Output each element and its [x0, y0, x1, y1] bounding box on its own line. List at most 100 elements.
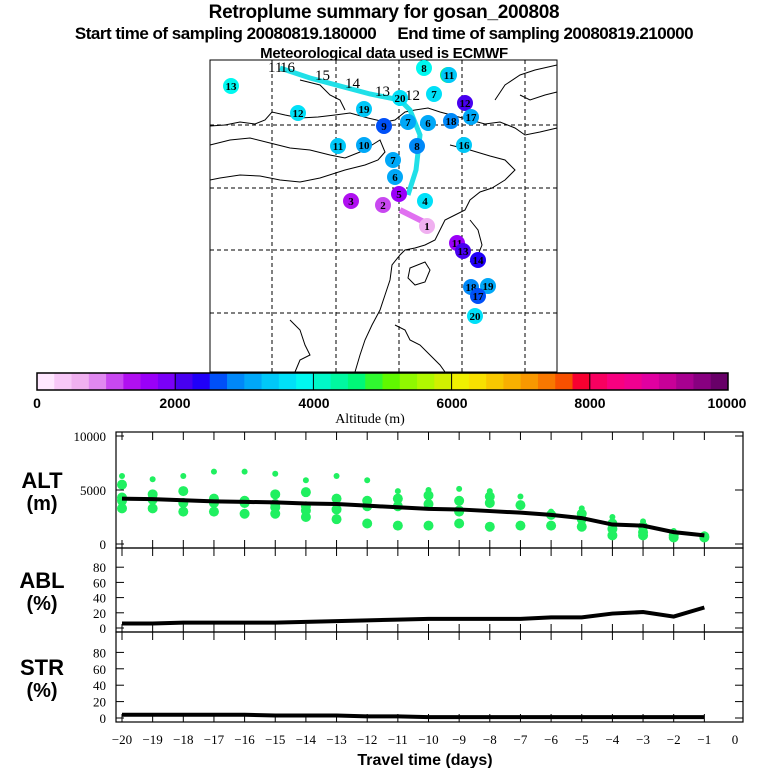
trajectory-point: 9 [376, 118, 392, 134]
altitude-point [576, 521, 587, 532]
y-axis-unit: (m) [26, 493, 57, 515]
colorbar-swatch [434, 373, 453, 390]
trajectory-point: 8 [409, 138, 425, 154]
altitude-point [454, 518, 465, 529]
point-label: 8 [414, 141, 420, 153]
point-label: 18 [446, 116, 458, 128]
trajectory-point: 16 [456, 137, 472, 153]
point-label: 11 [333, 141, 343, 153]
altitude-colorbar [36, 372, 729, 391]
point-label: 3 [348, 196, 354, 208]
panel-frame [115, 631, 744, 723]
chart-title: Retroplume summary for gosan_200808 [208, 2, 560, 23]
trajectory-point: 2 [375, 197, 391, 213]
trajectory-point: 11 [441, 67, 457, 83]
point-label: 19 [359, 104, 371, 116]
trajectory-point: 20 [392, 90, 408, 106]
centroid-day-label: 11 [268, 60, 282, 76]
point-label: 17 [473, 291, 485, 303]
y-tick-label: 0 [100, 537, 107, 552]
x-axis-label: Travel time (days) [357, 752, 492, 768]
colorbar-swatch [106, 373, 124, 390]
x-tick-label: −3 [636, 732, 650, 747]
y-tick-label: 20 [93, 695, 106, 710]
point-label: 5 [396, 189, 402, 201]
coastline [394, 324, 446, 373]
y-tick-label: 20 [93, 606, 106, 621]
x-tick-label: −10 [418, 732, 438, 747]
x-tick-label: −9 [452, 732, 466, 747]
altitude-point [147, 503, 158, 514]
trajectory-point: 3 [343, 193, 359, 209]
altitude-point [484, 497, 495, 508]
altitude-point [423, 490, 434, 501]
x-tick-label: −18 [173, 732, 193, 747]
border-line [209, 137, 386, 183]
point-label: 9 [381, 121, 387, 133]
colorbar-swatch [88, 373, 107, 390]
altitude-point [609, 514, 616, 520]
colorbar-swatch [192, 373, 211, 390]
colorbar-tick: 4000 [298, 395, 329, 411]
altitude-point [392, 493, 403, 504]
centroid-day-label: 15 [315, 68, 330, 84]
colorbar-swatch [399, 373, 418, 390]
altitude-point [392, 520, 403, 531]
trajectory-point: 13 [223, 78, 239, 94]
trajectory-point: 19 [356, 101, 372, 117]
trajectory-point: 7 [400, 114, 416, 130]
colorbar-swatch [486, 373, 504, 390]
island-outline [407, 261, 431, 286]
x-tick-label: −12 [357, 732, 377, 747]
altitude-point [333, 472, 340, 479]
colorbar-swatch [607, 373, 625, 390]
altitude-point [394, 488, 401, 495]
trajectory-point: 17 [470, 288, 486, 304]
colorbar-swatch [468, 373, 487, 390]
y-axis-unit: (%) [26, 593, 57, 615]
coastline [289, 319, 311, 373]
centroid-day-label: 13 [375, 84, 390, 100]
point-label: 13 [226, 81, 238, 93]
trajectory-point: 17 [463, 109, 479, 125]
altitude-point [239, 508, 250, 519]
abl-line [122, 605, 705, 626]
altitude-point [546, 520, 557, 531]
colorbar-swatch [227, 373, 245, 390]
colorbar-tick: 10000 [708, 395, 747, 411]
x-tick-label: −2 [667, 732, 681, 747]
altitude-point [423, 520, 434, 531]
colorbar-swatch [520, 373, 539, 390]
colorbar-swatch [382, 373, 401, 390]
colorbar-swatch [296, 373, 314, 390]
altitude-point [272, 470, 279, 477]
point-label: 4 [422, 196, 428, 208]
altitude-point [638, 530, 649, 541]
altitude-point [423, 499, 434, 510]
altitude-point [607, 530, 618, 541]
colorbar-tick: 0 [33, 395, 41, 411]
coastline [519, 91, 558, 101]
trajectory-point: 8 [416, 60, 432, 76]
colorbar-swatch [710, 373, 729, 390]
point-label: 13 [458, 246, 470, 258]
trajectory-point: 6 [387, 169, 403, 185]
colorbar-swatch [572, 373, 591, 390]
colorbar-swatch [365, 373, 383, 390]
x-tick-label: −8 [483, 732, 497, 747]
point-label: 6 [425, 118, 431, 130]
trajectory-point: 11 [330, 138, 346, 154]
colorbar-swatch [624, 373, 643, 390]
coastline [354, 144, 516, 373]
x-tick-label: −1 [697, 732, 711, 747]
point-label: 2 [380, 200, 386, 212]
centroid-day-label: 12 [405, 88, 420, 104]
point-label: 6 [392, 172, 398, 184]
colorbar-swatch [347, 373, 366, 390]
point-label: 7 [405, 117, 411, 129]
trajectory-point: 5 [391, 186, 407, 202]
altitude-point [456, 485, 463, 492]
altitude-point [241, 468, 248, 475]
y-tick-label: 40 [93, 591, 106, 606]
